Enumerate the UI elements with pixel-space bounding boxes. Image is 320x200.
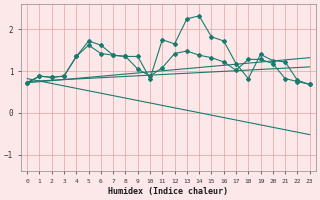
X-axis label: Humidex (Indice chaleur): Humidex (Indice chaleur) <box>108 187 228 196</box>
